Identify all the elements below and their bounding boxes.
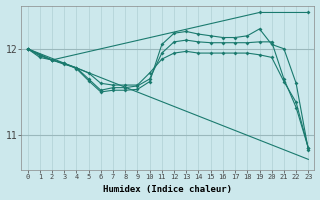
X-axis label: Humidex (Indice chaleur): Humidex (Indice chaleur) (103, 185, 232, 194)
